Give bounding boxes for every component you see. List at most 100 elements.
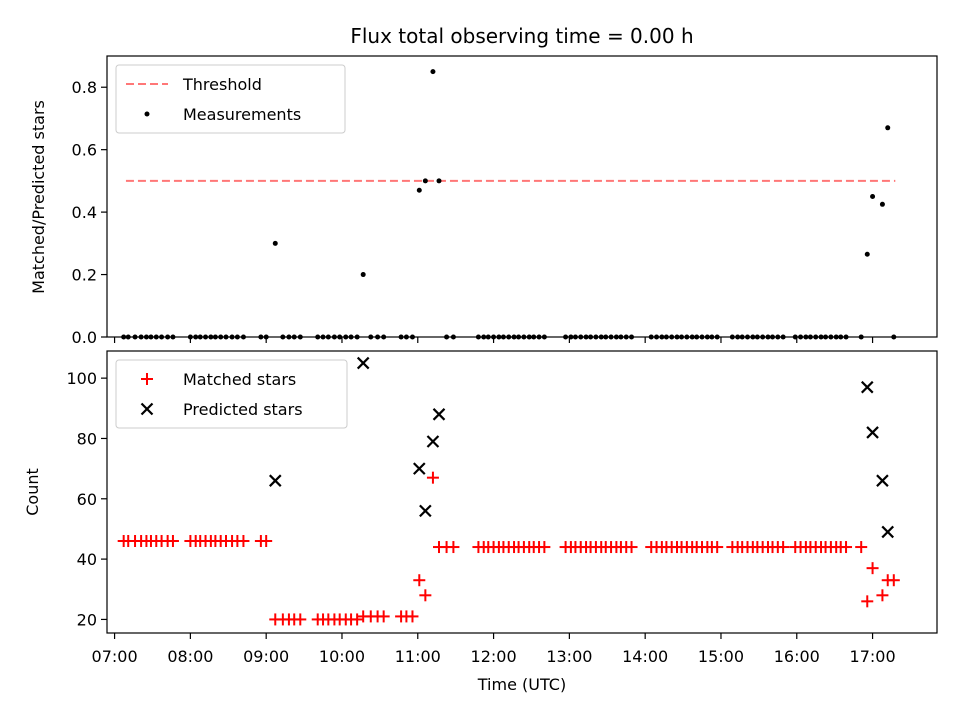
matched-point: [887, 574, 900, 587]
top-legend-box: [115, 64, 346, 134]
bottom-legend: Matched stars Predicted stars: [115, 359, 348, 429]
bottom-x-tick-label: 12:00: [471, 647, 517, 666]
predicted-points: [268, 356, 895, 539]
legend-threshold-label: Threshold: [182, 75, 262, 94]
legend-matched-swatch: [141, 373, 153, 385]
measurement-point: [360, 272, 366, 278]
x-stroke-b: [419, 504, 432, 518]
x-stroke-b: [876, 474, 889, 487]
top-y-tick-label: 0.2: [72, 266, 97, 285]
bottom-x-tick-label: 11:00: [395, 647, 441, 666]
matched-points: [117, 471, 900, 626]
bottom-x-tick-label: 14:00: [622, 647, 668, 666]
matched-point: [166, 535, 179, 548]
x-stroke-b: [140, 402, 154, 416]
bottom-x-tick-label: 07:00: [92, 647, 138, 666]
x-stroke-b: [866, 426, 879, 439]
matched-point: [861, 595, 874, 608]
predicted-point: [876, 474, 889, 487]
chart-title: Flux total observing time = 0.00 h: [350, 24, 693, 48]
measurement-point: [870, 194, 876, 199]
predicted-point: [426, 435, 440, 448]
matched-point: [447, 541, 460, 554]
matched-point: [419, 589, 432, 602]
matched-point: [294, 613, 307, 626]
measurement-point: [272, 240, 278, 246]
top-y-axis-label: Matched/Predicted stars: [29, 100, 48, 294]
legend-predicted-label: Predicted stars: [183, 400, 303, 419]
matched-point: [406, 610, 419, 623]
matched-point: [840, 541, 853, 554]
top-y-tick-label: 0.6: [72, 141, 97, 160]
matched-point: [377, 610, 390, 623]
bottom-x-tick-label: 13:00: [546, 647, 592, 666]
x-stroke-b: [426, 435, 440, 448]
matched-point: [351, 613, 364, 626]
matched-point: [866, 562, 879, 575]
matched-point: [711, 541, 724, 554]
bottom-plot-frame: [106, 350, 938, 634]
legend-predicted-swatch: [140, 402, 154, 416]
predicted-point: [356, 356, 370, 370]
bottom-x-tick-label: 16:00: [774, 647, 820, 666]
bottom-y-tick-label: 60: [77, 490, 97, 509]
bottom-y-ticks: 20 40 60 80 100: [66, 369, 107, 629]
x-stroke-b: [268, 474, 282, 487]
matched-point: [625, 541, 638, 554]
legend-measurements-label: Measurements: [183, 105, 301, 124]
predicted-point: [881, 525, 895, 539]
x-axis-label: Time (UTC): [477, 675, 566, 694]
matched-point: [426, 471, 439, 484]
measurement-point: [879, 201, 885, 207]
bottom-x-tick-label: 09:00: [243, 647, 289, 666]
measurement-point: [864, 251, 870, 257]
bottom-y-tick-label: 100: [66, 369, 97, 388]
x-stroke-b: [413, 462, 426, 475]
matched-point: [777, 541, 790, 554]
bottom-y-axis-label: Count: [23, 468, 42, 516]
bottom-x-tick-label: 08:00: [167, 647, 213, 666]
predicted-point: [413, 462, 426, 475]
legend-measurements-swatch: [144, 111, 150, 117]
predicted-point: [432, 408, 446, 421]
legend-matched-marker: [141, 373, 153, 385]
top-plot-frame: [106, 55, 938, 338]
x-stroke-b: [432, 408, 446, 421]
bottom-y-tick-label: 20: [77, 610, 97, 629]
bottom-y-tick-label: 40: [77, 550, 97, 569]
top-y-tick-label: 0.4: [72, 203, 97, 222]
measurement-point: [416, 187, 422, 193]
measurement-point: [436, 178, 442, 184]
x-stroke-b: [881, 525, 895, 539]
matched-point: [237, 535, 250, 548]
top-y-tick-label: 0.8: [72, 78, 97, 97]
top-panel: 0.00.20.40.60.8 Matched/Predicted stars …: [29, 55, 938, 347]
bottom-panel: 20 40 60 80 100 07:00 08:00 09:00 10:00 11:00 12:…: [23, 350, 938, 694]
matched-point: [413, 574, 426, 587]
predicted-point: [866, 426, 879, 439]
top-legend: Threshold Measurements: [115, 64, 346, 134]
bottom-y-tick-label: 80: [77, 429, 97, 448]
bottom-legend-box: [115, 359, 348, 429]
measurement-point: [430, 69, 436, 75]
legend-matched-label: Matched stars: [183, 370, 296, 389]
matched-point: [855, 541, 868, 554]
legend-predicted-marker: [140, 402, 154, 416]
bottom-x-ticks: 07:00 08:00 09:00 10:00 11:00 12:00 13:00 14:00…: [92, 633, 896, 666]
predicted-point: [860, 380, 874, 394]
top-y-tick-label: 0.0: [72, 328, 97, 347]
predicted-point: [419, 504, 432, 518]
matched-point: [260, 535, 273, 548]
bottom-x-tick-label: 17:00: [850, 647, 896, 666]
measurement-point: [422, 178, 428, 184]
x-stroke-b: [860, 380, 874, 394]
matched-point: [538, 541, 551, 554]
predicted-point: [268, 474, 282, 487]
bottom-x-tick-label: 10:00: [319, 647, 365, 666]
matched-point: [876, 589, 889, 602]
bottom-x-tick-label: 15:00: [698, 647, 744, 666]
measurement-point: [885, 125, 891, 131]
x-stroke-b: [356, 356, 370, 370]
top-y-ticks: 0.0 0.2 0.4 0.6 0.8: [72, 78, 107, 347]
